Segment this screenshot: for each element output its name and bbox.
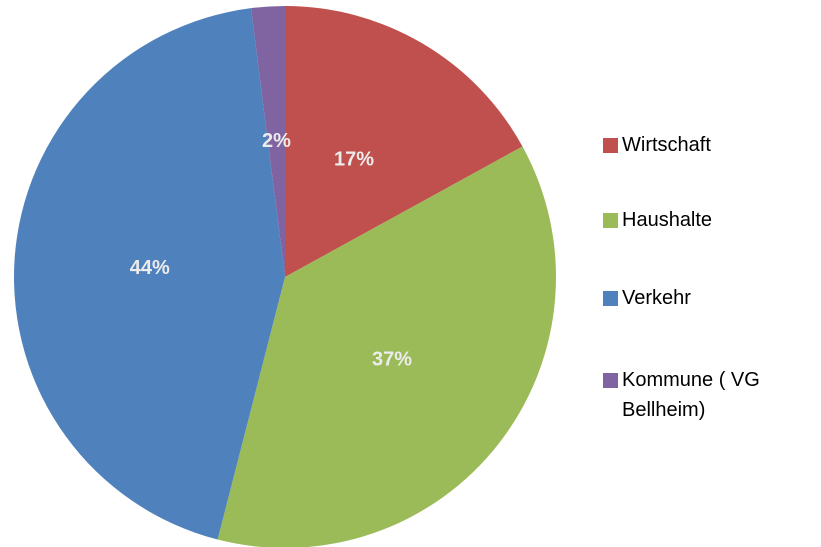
data-label: 2% [262,130,291,152]
legend-label: Haushalte [622,209,713,231]
pie-slice [217,146,556,547]
pie-slice [14,8,286,540]
pie-slice [251,6,285,277]
legend-label: Verkehr [622,287,691,309]
legend-label: Wirtschaft [622,134,711,156]
legend-item: Haushalte [603,205,772,235]
legend-swatch [603,138,618,153]
legend-item: Verkehr [603,283,772,313]
legend-item: Wirtschaft [603,130,772,160]
legend-item: Kommune ( VG Bellheim) [603,365,772,425]
legend-swatch [603,291,618,306]
data-label: 44% [130,257,170,279]
legend-swatch [603,213,618,228]
pie-slice [285,6,523,277]
data-label: 17% [334,149,374,171]
legend-label: Kommune ( VG Bellheim) [622,369,760,421]
data-label: 37% [372,348,412,370]
legend-swatch [603,373,618,388]
